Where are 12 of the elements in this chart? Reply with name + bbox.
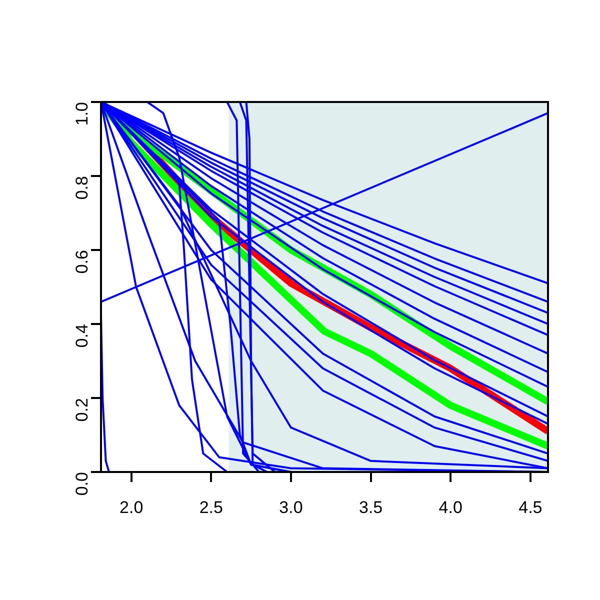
x-tick-label: 2.0 xyxy=(120,498,144,517)
x-tick-label: 2.5 xyxy=(199,498,223,517)
x-tick-label: 4.5 xyxy=(518,498,542,517)
x-tick-label: 4.0 xyxy=(438,498,462,517)
y-tick-label: 0.6 xyxy=(72,250,92,274)
x-tick-label: 3.5 xyxy=(358,498,383,517)
y-tick-label: 0.2 xyxy=(72,398,92,422)
y-tick-label: 0.8 xyxy=(72,176,92,200)
y-tick-label: 0.0 xyxy=(72,472,92,496)
x-tick-label: 3.0 xyxy=(279,498,303,517)
y-tick-label: 0.4 xyxy=(72,324,92,348)
y-tick-label: 1.0 xyxy=(72,102,92,126)
